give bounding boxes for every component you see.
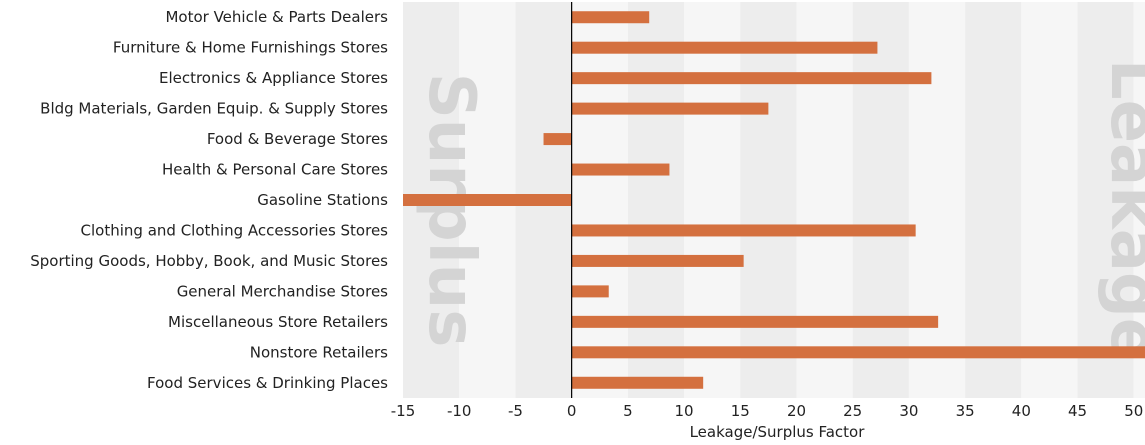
category-label: Nonstore Retailers [250,343,388,361]
background-band [1021,2,1078,398]
background-band [852,2,909,398]
category-label: Sporting Goods, Hobby, Book, and Music S… [30,252,388,270]
category-label: Electronics & Appliance Stores [159,69,388,87]
bar [571,224,916,237]
category-label: Gasoline Stations [257,191,388,209]
x-tick-label: 30 [899,402,918,420]
bar [571,72,932,85]
x-tick-label: 40 [1012,402,1031,420]
bar [571,315,939,328]
bar [571,102,769,115]
background-band [740,2,797,398]
x-tick-label: -10 [447,402,472,420]
category-label: Food Services & Drinking Places [147,374,388,392]
x-tick-label: 10 [675,402,694,420]
x-tick-label: 5 [623,402,633,420]
bar [571,41,878,54]
category-label: General Merchandise Stores [177,282,388,300]
category-label: Bldg Materials, Garden Equip. & Supply S… [40,100,388,118]
x-tick-label: -5 [508,402,523,420]
category-label: Food & Beverage Stores [207,130,388,148]
category-label: Clothing and Clothing Accessories Stores [81,221,389,239]
bar [571,11,650,24]
category-label: Health & Personal Care Stores [162,161,388,179]
category-labels: Motor Vehicle & Parts Dealers Furniture &… [30,8,388,392]
x-tick-label: 25 [843,402,862,420]
background-band [908,2,966,398]
bar [571,163,670,176]
bar [571,376,704,389]
category-label: Miscellaneous Store Retailers [168,313,388,331]
x-tick-label: -15 [391,402,416,420]
background-bands [403,2,1145,398]
x-tick-label: 35 [956,402,975,420]
x-tick-labels: -15 -10 -5 0 5 10 15 20 25 30 35 40 45 50 [391,402,1144,420]
x-tick-label: 45 [1068,402,1087,420]
category-label: Furniture & Home Furnishings Stores [113,39,388,57]
background-band [965,2,1022,398]
x-tick-label: 0 [567,402,577,420]
category-label: Motor Vehicle & Parts Dealers [165,8,388,26]
x-tick-label: 15 [731,402,750,420]
surplus-watermark: Surplus [414,73,488,348]
x-tick-label: 20 [787,402,806,420]
x-tick-label: 50 [1124,402,1143,420]
bar [571,254,744,267]
bars-group [403,11,1145,389]
bar [543,133,572,146]
background-band [796,2,853,398]
background-band [627,2,685,398]
background-band [1077,2,1134,398]
leakage-watermark: Leakage [1096,59,1145,361]
bar [571,346,1145,359]
background-band [1133,2,1145,398]
x-axis-title: Leakage/Surplus Factor [690,423,866,441]
background-band [571,2,628,398]
bar [571,285,609,298]
bar [403,194,572,206]
background-band [684,2,741,398]
